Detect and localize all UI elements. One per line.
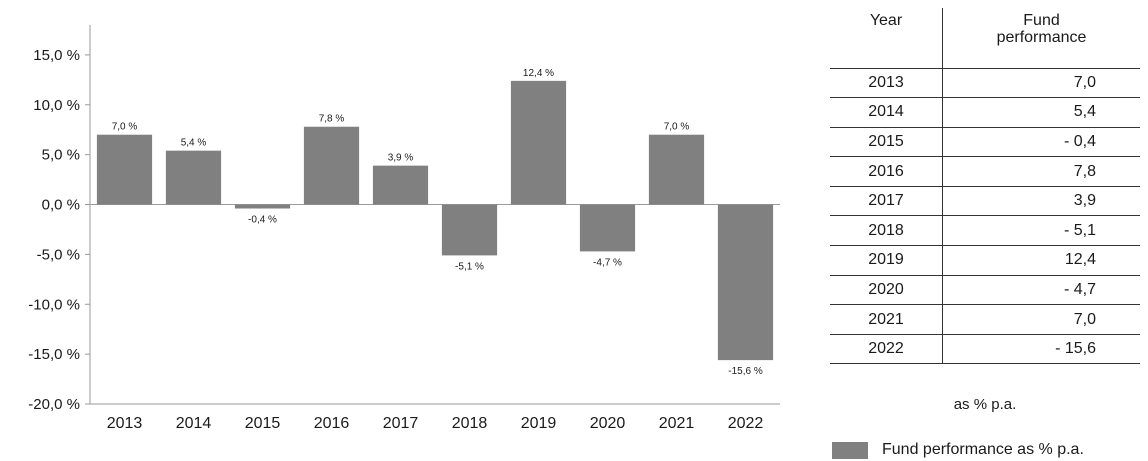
y-tick-label: 5,0 % [42, 147, 80, 164]
table-cell-year: 2019 [830, 245, 943, 276]
x-tick-label: 2013 [107, 415, 143, 432]
table-row: 2022- 15,6 [830, 333, 1140, 365]
table-cell-year: 2018 [830, 215, 943, 246]
chart-bars [96, 80, 774, 361]
table-cell-performance: 5,4 [942, 97, 1140, 128]
x-tick-label: 2021 [659, 415, 695, 432]
data-label: -5,1 % [455, 261, 484, 272]
table-cell-performance: - 0,4 [942, 126, 1140, 157]
bar-chart: 15,0 % 10,0 % 5,0 % 0,0 % -5,0 % -10,0 % -15,0… [28, 25, 780, 432]
table-row: 2018- 5,1 [830, 215, 1140, 246]
table-cell-year: 2020 [830, 274, 943, 305]
table-cell-performance: - 4,7 [942, 274, 1140, 305]
header-fund-performance: Fund performance [942, 8, 1140, 68]
table-cell-year: 2015 [830, 126, 943, 157]
data-label: 7,0 % [112, 122, 138, 133]
bar [234, 204, 291, 209]
table-cell-performance: - 15,6 [942, 333, 1140, 365]
bar [510, 80, 567, 205]
table-row: 2016 7,8 [830, 156, 1140, 187]
table-cell-year: 2021 [830, 304, 943, 335]
table-row: 2013 7,0 [830, 67, 1140, 98]
y-tick-label: -5,0 % [37, 246, 80, 263]
table-cell-year: 2017 [830, 185, 943, 216]
table-cell-year: 2013 [830, 67, 943, 98]
y-tick-label: -15,0 % [28, 346, 80, 363]
bar [303, 126, 360, 205]
bar [579, 204, 636, 252]
table-cell-year: 2016 [830, 156, 943, 187]
table-row: 2017 3,9 [830, 185, 1140, 216]
legend-swatch [832, 441, 868, 459]
table-body: 2013 7,0 2014 5,4 2015- 0,4 2016 7,8 2017 3,9 201… [830, 67, 1140, 365]
table-cell-performance: 7,0 [942, 304, 1140, 335]
data-label: 5,4 % [181, 138, 207, 149]
header-perf-line2: performance [996, 29, 1087, 46]
x-tick-label: 2017 [383, 415, 419, 432]
units-note: as % p.a. [953, 396, 1017, 413]
table-row: 2019 12,4 [830, 245, 1140, 276]
bar [165, 150, 222, 205]
data-label: -4,7 % [593, 257, 622, 268]
legend-label: Fund performance as % p.a. [882, 441, 1084, 458]
table-cell-performance: 3,9 [942, 185, 1140, 216]
data-label: -15,6 % [728, 366, 763, 377]
bar [717, 204, 774, 361]
bar [441, 204, 498, 256]
table-row: 2015- 0,4 [830, 126, 1140, 157]
x-tick-label: 2015 [245, 415, 281, 432]
y-axis-ticks: 15,0 % 10,0 % 5,0 % 0,0 % -5,0 % -10,0 % -15,0… [28, 47, 90, 413]
table-cell-year: 2022 [830, 333, 943, 365]
table-header-row: Year Fund performance [830, 8, 1140, 68]
data-label: 3,9 % [388, 153, 414, 164]
x-tick-label: 2019 [521, 415, 557, 432]
data-label: 12,4 % [523, 68, 554, 79]
bar [372, 165, 429, 205]
table-row: 2021 7,0 [830, 304, 1140, 335]
data-label: -0,4 % [248, 215, 277, 226]
x-tick-label: 2016 [314, 415, 350, 432]
data-label: 7,0 % [664, 122, 690, 133]
chart-axes [89, 25, 780, 405]
y-tick-label: -10,0 % [28, 296, 80, 313]
x-tick-label: 2018 [452, 415, 488, 432]
table-row: 2020- 4,7 [830, 274, 1140, 305]
legend: Fund performance as % p.a. [832, 441, 1084, 459]
data-label: 7,8 % [319, 114, 345, 125]
x-axis-ticks: 2013 2014 2015 2016 2017 2018 2019 2020 2021 2022 [107, 415, 764, 432]
table-cell-performance: 12,4 [942, 245, 1140, 276]
table-cell-year: 2014 [830, 97, 943, 128]
x-tick-label: 2020 [590, 415, 626, 432]
performance-table: Year Fund performance 2013 7,0 2014 5,4 2015… [830, 8, 1140, 365]
bar [648, 134, 705, 205]
table-row: 2014 5,4 [830, 97, 1140, 128]
x-tick-label: 2022 [728, 415, 764, 432]
table-cell-performance: 7,0 [942, 67, 1140, 98]
y-tick-label: 0,0 % [42, 197, 80, 214]
table-cell-performance: - 5,1 [942, 215, 1140, 246]
y-tick-label: 10,0 % [33, 97, 80, 114]
bar [96, 134, 153, 205]
header-year: Year [869, 12, 903, 29]
y-tick-label: -20,0 % [28, 396, 80, 413]
y-tick-label: 15,0 % [33, 47, 80, 64]
table-cell-performance: 7,8 [942, 156, 1140, 187]
x-tick-label: 2014 [176, 415, 212, 432]
header-perf-line1: Fund [1023, 12, 1060, 29]
data-labels: 7,0 % 5,4 % -0,4 % 7,8 % 3,9 % -5,1 % 12,4 % -4… [112, 68, 763, 377]
